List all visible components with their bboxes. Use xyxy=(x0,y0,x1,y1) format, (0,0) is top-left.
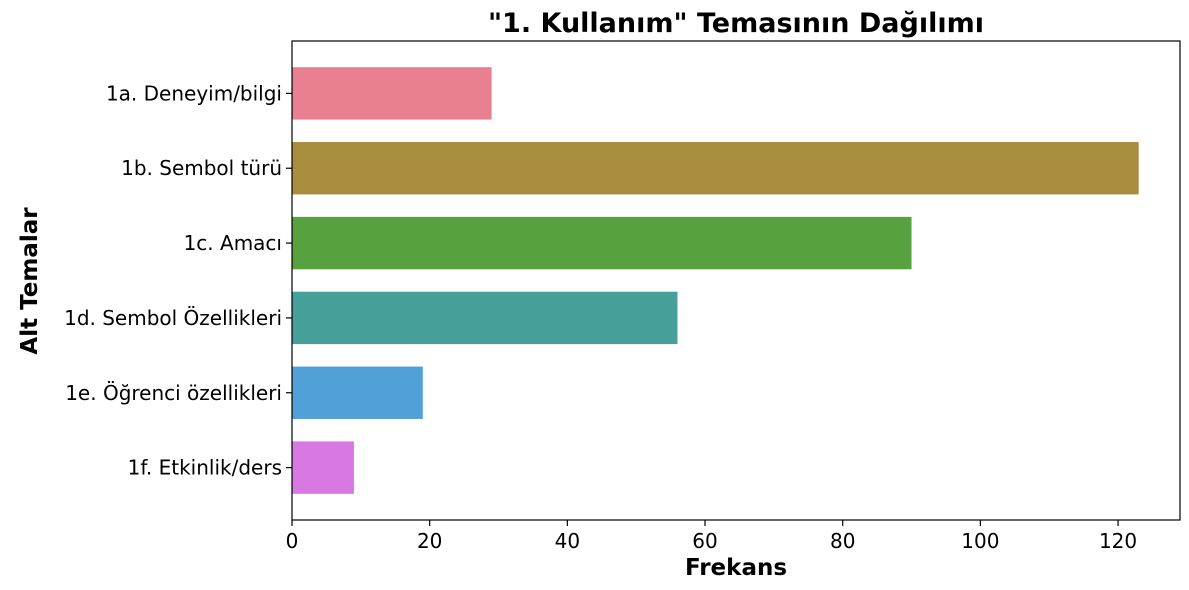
x-axis: 0 20 40 60 80 100 120 xyxy=(286,520,1137,553)
y-tick-label: 1d. Sembol Özellikleri xyxy=(64,306,282,330)
y-tick-label: 1e. Öğrenci özellikleri xyxy=(65,381,282,405)
bar-2 xyxy=(292,142,1139,195)
y-tick-label: 1a. Deneyim/bilgi xyxy=(106,81,282,105)
bar-4 xyxy=(292,291,678,345)
x-tick-label: 40 xyxy=(555,529,580,553)
x-tick-label: 100 xyxy=(961,529,999,553)
x-tick-label: 20 xyxy=(417,529,442,553)
y-tick-label: 1f. Etkinlik/ders xyxy=(128,456,282,480)
x-tick-label: 120 xyxy=(1099,529,1137,553)
bar-1 xyxy=(292,67,492,120)
x-axis-label: Frekans xyxy=(685,555,787,581)
bar-3 xyxy=(292,216,912,270)
y-axis: 1a. Deneyim/bilgi 1b. Sembol türü 1c. Amac… xyxy=(64,81,292,480)
y-tick-label: 1c. Amacı xyxy=(184,231,282,255)
chart-title: "1. Kullanım" Temasının Dağılımı xyxy=(488,8,984,39)
y-axis-label: Alt Temalar xyxy=(17,207,43,355)
x-tick-label: 0 xyxy=(286,529,299,553)
plot-frame xyxy=(291,40,1181,521)
x-tick-label: 60 xyxy=(692,529,717,553)
bar-5 xyxy=(292,366,423,419)
y-tick-label: 1b. Sembol türü xyxy=(121,156,282,180)
x-tick-label: 80 xyxy=(830,529,855,553)
bars-group xyxy=(292,67,1139,494)
bar-6 xyxy=(292,441,354,494)
